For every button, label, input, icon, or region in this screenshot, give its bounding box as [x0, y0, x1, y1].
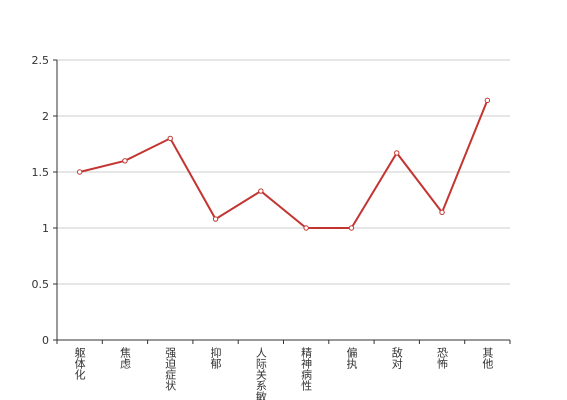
x-tick-label: 精神病性: [300, 347, 313, 392]
y-tick-label: 1: [42, 222, 49, 235]
y-tick-label: 2.5: [32, 54, 50, 67]
data-point: [258, 188, 264, 194]
data-point: [394, 150, 400, 156]
data-point: [439, 209, 445, 216]
x-tick-label: 敌对: [390, 346, 403, 369]
data-point: [484, 97, 491, 104]
data-point: [303, 225, 309, 231]
data-point: [167, 135, 173, 142]
x-tick-label: 抑郁: [209, 346, 222, 369]
data-point: [212, 216, 219, 222]
x-tick-label: 躯体化: [73, 347, 86, 381]
data-line: [79, 99, 489, 229]
x-tick-label: 其他: [481, 347, 494, 369]
x-tick-label: 焦虑: [118, 347, 131, 369]
y-tick-label: 0.5: [32, 278, 50, 291]
x-tick-label: 恐怖: [436, 347, 449, 369]
data-point: [122, 158, 128, 164]
y-tick-label: 0: [42, 334, 49, 347]
x-tick-label: 强迫症状: [164, 347, 177, 391]
data-point: [76, 169, 83, 175]
data-point: [348, 225, 355, 231]
y-tick-label: 1.5: [32, 166, 50, 179]
x-tick-label: 偏执: [345, 346, 358, 370]
x-tick-label: 人际关系敏感: [254, 347, 267, 400]
y-tick-label: 2: [42, 110, 49, 123]
